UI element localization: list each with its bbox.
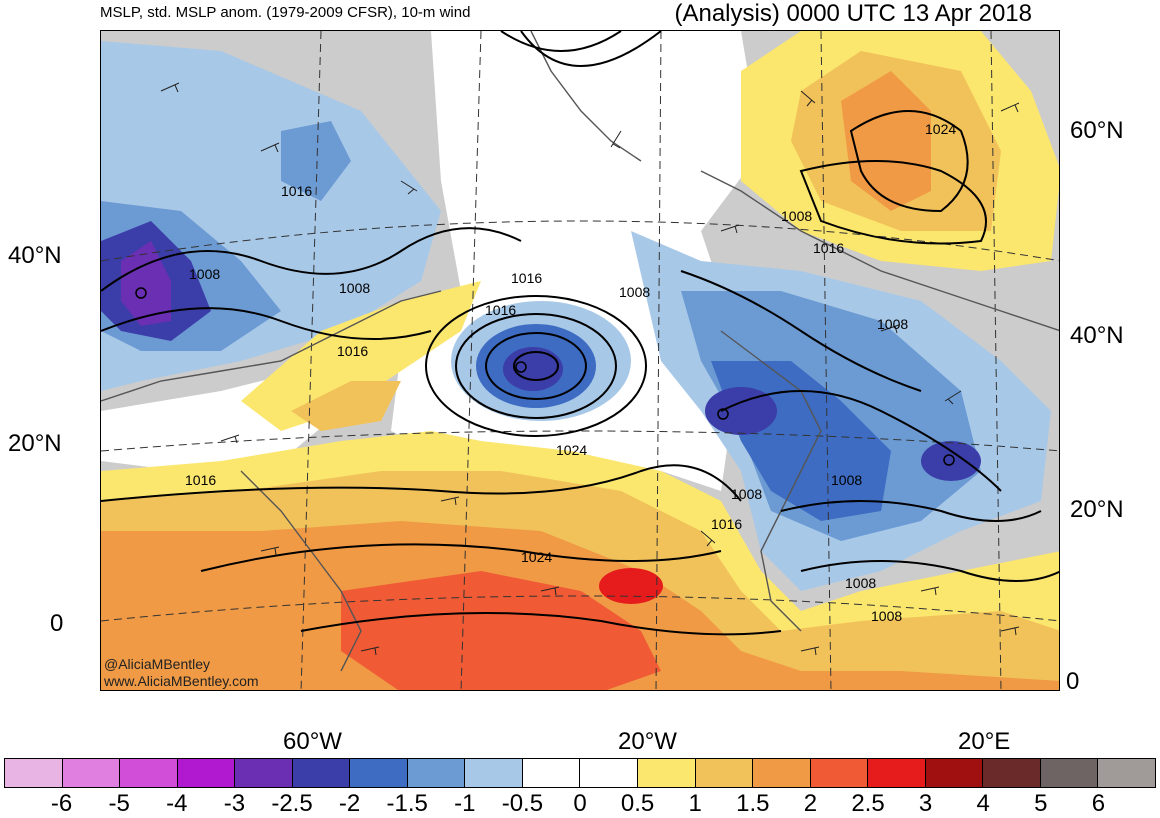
anomaly-map: 1016 1008 1008 1016 1016 1016 1008 1024 … xyxy=(101,31,1059,690)
colorbar-tick-label: 2 xyxy=(803,790,818,817)
colorbar-tick-label: 0 xyxy=(573,790,587,817)
colorbar-swatch xyxy=(465,759,523,787)
lon-label-20e: 20°E xyxy=(958,728,1011,755)
lat-label-right-0: 0 xyxy=(1066,668,1080,695)
pressure-center-markers xyxy=(135,287,955,466)
colorbar-tick-label: -0.5 xyxy=(501,790,544,817)
colorbar-swatch xyxy=(120,759,178,787)
colorbar-swatch xyxy=(407,759,466,787)
isobar-label: 1016 xyxy=(485,302,516,318)
colorbar-tick-label: -5 xyxy=(108,790,130,817)
colorbar-tick-label: -3 xyxy=(223,790,246,817)
colorbar-tick-label: 5 xyxy=(1034,790,1048,817)
colorbar-swatch xyxy=(1098,759,1155,787)
colorbar-tick-label: 6 xyxy=(1091,790,1106,817)
colorbar-swatch xyxy=(177,759,236,787)
colorbar-tick-label: -4 xyxy=(166,790,188,817)
colorbar-swatch xyxy=(983,759,1041,787)
colorbar-tick-label: -1 xyxy=(454,790,476,817)
isobar-label: 1016 xyxy=(185,472,216,488)
lat-label-left-40n: 40°N xyxy=(8,242,62,269)
colorbar-tick-label: 1.5 xyxy=(736,790,770,817)
coastlines xyxy=(101,31,1059,672)
isobar-label: 1008 xyxy=(731,486,762,502)
colorbar-swatch xyxy=(695,759,754,787)
credit-website: www.AliciaMBentley.com xyxy=(104,673,259,689)
isobar-label: 1024 xyxy=(556,442,587,458)
anomaly-colorbar xyxy=(4,758,1156,788)
colorbar-tick-label: -2.5 xyxy=(271,790,313,817)
warm-anomaly-equator-core xyxy=(599,568,663,604)
isobar-label: 1016 xyxy=(813,240,844,256)
isobar-label: 1008 xyxy=(619,284,650,300)
isobar-label: 1008 xyxy=(845,575,876,591)
colorbar-tick-label: 3 xyxy=(918,790,933,817)
colorbar-swatch xyxy=(868,759,926,787)
colorbar-swatch xyxy=(580,759,639,787)
warm-anomaly-sargasso-core xyxy=(291,381,401,431)
isobar-label: 1008 xyxy=(877,316,908,332)
cold-anomaly-sahara xyxy=(921,441,981,481)
cold-anomaly-iberia xyxy=(705,387,777,435)
colorbar-swatch xyxy=(292,759,351,787)
colorbar-swatch xyxy=(1040,759,1099,787)
lat-label-right-20n: 20°N xyxy=(1070,496,1124,523)
lon-label-20w: 20°W xyxy=(618,728,677,755)
analysis-time-title: (Analysis) 0000 UTC 13 Apr 2018 xyxy=(674,0,1032,27)
isobar-label: 1016 xyxy=(511,270,542,286)
lat-label-left-0: 0 xyxy=(50,610,64,637)
colorbar-tick-label: 2.5 xyxy=(851,790,885,817)
warm-anomaly-tropics-peak xyxy=(341,571,661,690)
colorbar-swatch xyxy=(62,759,121,787)
colorbar-tick-label: -2 xyxy=(338,790,361,817)
colorbar-swatch xyxy=(638,759,696,787)
isobars xyxy=(101,31,1059,636)
isobar-label: 1016 xyxy=(337,343,368,359)
isobar-label: 1008 xyxy=(871,608,902,624)
isobar-label: 1008 xyxy=(189,266,220,282)
colorbar-tick-label: -1.5 xyxy=(386,790,428,817)
colorbar-swatch xyxy=(925,759,984,787)
graticule xyxy=(101,31,1059,690)
map-title: MSLP, std. MSLP anom. (1979-2009 CFSR), … xyxy=(100,4,471,21)
colorbar-tick-labels: -6 -5 -4 -3 -2.5 -2 -1.5 -1 -0.5 0 0.5 1 1.5 2 2.5 3 4 5 6 xyxy=(4,790,1156,817)
isobar-label: 1024 xyxy=(925,121,956,137)
isobar-label: 1016 xyxy=(281,183,312,199)
warm-anomaly-sargasso xyxy=(241,281,481,431)
colorbar-tick-label: -6 xyxy=(50,790,73,817)
isobar-label: 1024 xyxy=(521,549,552,565)
lat-label-left-20n: 20°N xyxy=(8,430,62,457)
map-panel: 1016 1008 1008 1016 1016 1016 1008 1024 … xyxy=(100,30,1060,691)
wind-barbs xyxy=(160,82,1020,656)
credit-twitter: @AliciaMBentley xyxy=(104,656,211,672)
lat-label-right-40n: 40°N xyxy=(1070,322,1124,349)
isobar-label: 1008 xyxy=(781,208,812,224)
cold-anomaly-nw-peak xyxy=(121,241,171,326)
colorbar-swatch xyxy=(5,759,63,787)
colorbar-swatch xyxy=(810,759,869,787)
lat-label-right-60n: 60°N xyxy=(1070,117,1124,144)
colorbar-tick-label: 1 xyxy=(688,790,702,817)
colorbar-swatch xyxy=(522,759,581,787)
cold-anomaly-central-core xyxy=(503,347,563,391)
isobar-label: 1016 xyxy=(711,516,742,532)
colorbar-tick-label: 4 xyxy=(976,790,990,817)
lon-label-60w: 60°W xyxy=(283,728,342,755)
colorbar-tick-label: 0.5 xyxy=(620,790,655,817)
colorbar-swatch xyxy=(753,759,811,787)
colorbar-swatch xyxy=(235,759,293,787)
isobar-label: 1008 xyxy=(831,472,862,488)
cold-anomaly-newfoundland xyxy=(281,121,351,201)
colorbar-swatch xyxy=(350,759,408,787)
isobar-label: 1008 xyxy=(339,280,370,296)
